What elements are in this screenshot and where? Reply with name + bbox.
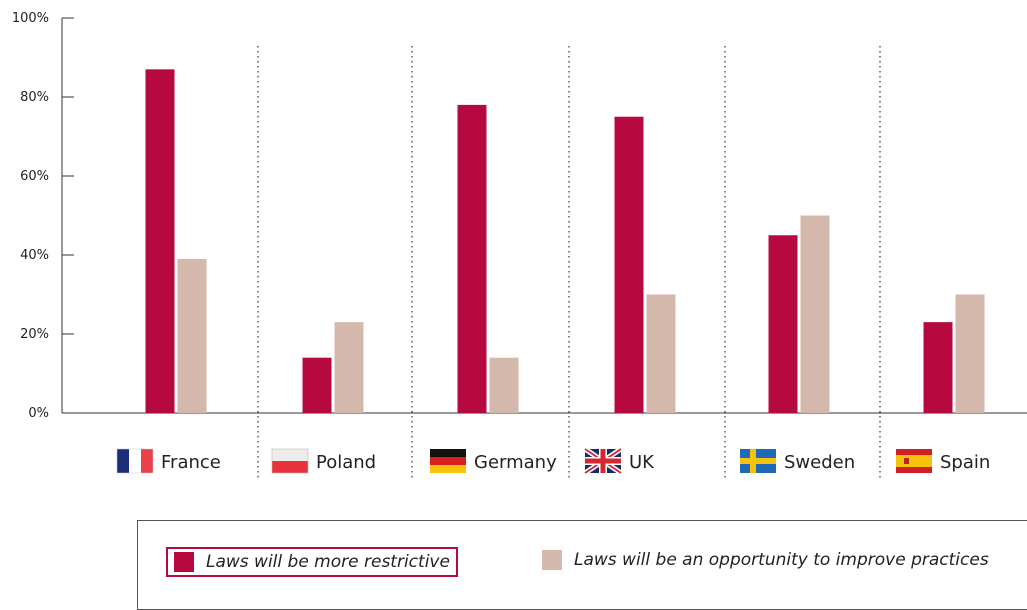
bar-spain-opportunity — [955, 294, 985, 413]
category-label-france: France — [161, 452, 221, 473]
bar-uk-opportunity — [646, 294, 676, 413]
bar-chart: 0% 20% 40% 60% 80% 100% France Poland Germany UK S… — [12, 11, 1027, 478]
legend-label-opportunity: Laws will be an opportunity to improve p… — [574, 550, 989, 570]
legend-swatch-opportunity — [542, 550, 562, 570]
legend-label-restrictive: Laws will be more restrictive — [206, 552, 450, 572]
y-tick-label: 40% — [20, 248, 49, 263]
bar-sweden-restrictive — [768, 235, 798, 413]
flag-uk-icon — [583, 446, 623, 476]
y-tick-label: 0% — [28, 406, 49, 421]
y-tick-label: 60% — [20, 169, 49, 184]
y-tick-label: 80% — [20, 90, 49, 105]
bar-france-restrictive — [145, 69, 175, 413]
legend-item-opportunity[interactable]: Laws will be an opportunity to improve p… — [542, 550, 989, 570]
y-tick-label: 20% — [20, 327, 49, 342]
flag-spain-icon — [896, 449, 932, 473]
bar-germany-opportunity — [489, 357, 519, 413]
bar-uk-restrictive — [614, 116, 644, 413]
y-tick-label: 100% — [12, 11, 49, 26]
category-label-spain: Spain — [940, 452, 990, 473]
bar-france-opportunity — [177, 258, 207, 413]
legend-swatch-restrictive — [174, 552, 194, 572]
flag-germany-icon — [430, 449, 466, 473]
category-label-poland: Poland — [316, 452, 376, 473]
bar-poland-restrictive — [302, 357, 332, 413]
category-label-germany: Germany — [474, 452, 557, 473]
bar-germany-restrictive — [457, 104, 487, 414]
bar-poland-opportunity — [334, 322, 364, 413]
flag-france-icon — [116, 448, 154, 474]
bar-spain-restrictive — [923, 322, 953, 413]
category-label-uk: UK — [629, 452, 655, 473]
category-label-sweden: Sweden — [784, 452, 855, 473]
flag-poland-icon — [271, 448, 309, 474]
flag-sweden-icon — [740, 449, 776, 473]
legend: Laws will be more restrictive Laws will … — [137, 520, 1027, 610]
bar-sweden-opportunity — [800, 215, 830, 413]
legend-item-restrictive[interactable]: Laws will be more restrictive — [166, 547, 458, 577]
